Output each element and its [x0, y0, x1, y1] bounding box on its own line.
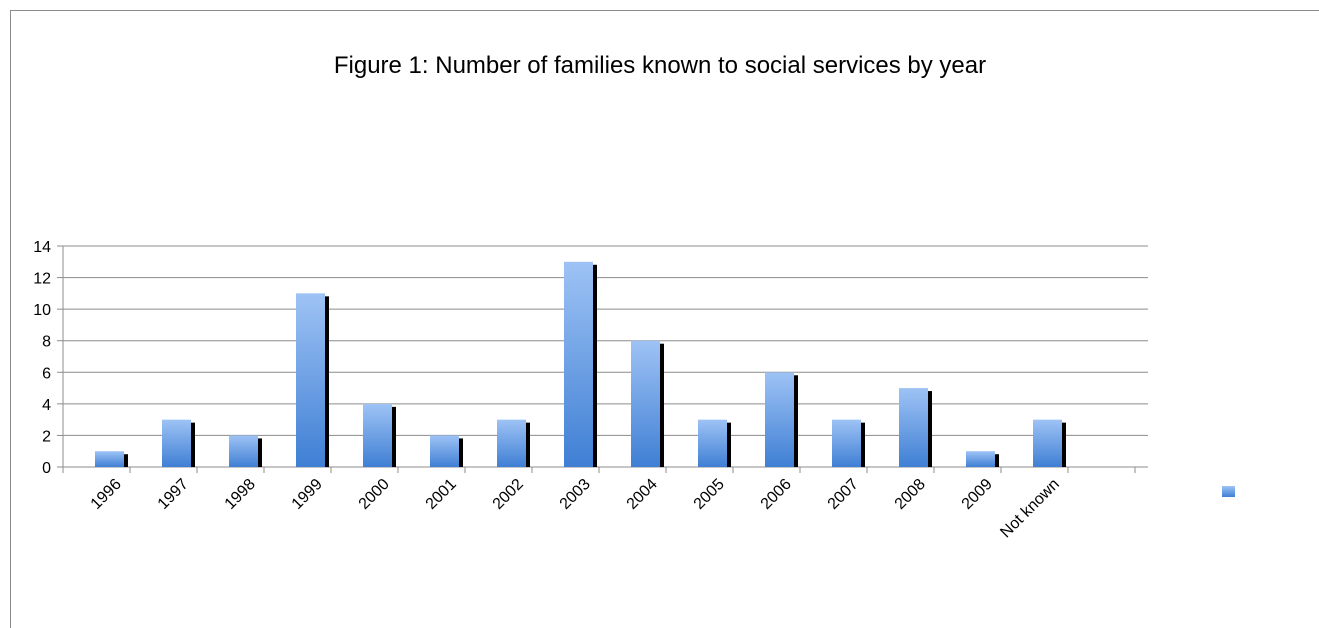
y-tick-label: 2 — [42, 428, 51, 445]
x-tick-label: 2005 — [691, 476, 728, 513]
x-tick-label: 1999 — [289, 476, 326, 513]
x-tick-label: 2007 — [825, 476, 862, 513]
x-tick-label: 1998 — [222, 476, 259, 513]
x-tick-label: 2008 — [892, 476, 929, 513]
x-tick-labels: 1996 1997 1998 1999 2000 2001 2002 2003 2004 2005… — [88, 476, 1063, 542]
y-tick-label: 0 — [42, 460, 51, 477]
y-tick-label: 6 — [42, 365, 51, 382]
y-tick-label: 4 — [42, 397, 51, 414]
legend-swatch — [1222, 486, 1235, 497]
y-tick-label: 12 — [33, 271, 51, 288]
gridlines — [57, 245, 1148, 468]
x-tick-label: 1996 — [88, 476, 125, 513]
bar — [430, 435, 459, 467]
bar — [631, 340, 660, 467]
axes — [62, 246, 1148, 473]
bar — [95, 451, 124, 467]
x-tick-label: 2003 — [557, 476, 594, 513]
x-tick-label: 2002 — [490, 476, 527, 513]
bar — [229, 435, 258, 467]
bar — [296, 293, 325, 467]
bar — [899, 388, 928, 467]
y-tick-labels: 0 2 4 6 8 10 12 14 — [33, 239, 51, 477]
chart-title: Figure 1: Number of families known to so… — [334, 52, 986, 79]
y-tick-label: 10 — [33, 302, 51, 319]
bar — [564, 261, 593, 467]
bar — [497, 419, 526, 467]
x-tick-label: 2009 — [959, 476, 996, 513]
x-tick-label: 2001 — [423, 476, 460, 513]
bar — [832, 419, 861, 467]
bar — [698, 419, 727, 467]
x-tick-label: 2006 — [758, 476, 795, 513]
chart-frame — [10, 10, 1319, 628]
bar — [765, 372, 794, 467]
bar — [1033, 419, 1062, 467]
x-tick-label: 2004 — [624, 476, 661, 513]
x-tick-label: 1997 — [155, 476, 192, 513]
bar — [162, 419, 191, 467]
bar — [966, 451, 995, 467]
bars — [95, 261, 1066, 467]
legend — [1222, 486, 1235, 497]
bar — [363, 403, 392, 467]
x-tick-label: Not known — [997, 476, 1062, 541]
y-tick-label: 8 — [42, 334, 51, 351]
x-tick-label: 2000 — [356, 476, 393, 513]
y-tick-label: 14 — [33, 239, 51, 256]
